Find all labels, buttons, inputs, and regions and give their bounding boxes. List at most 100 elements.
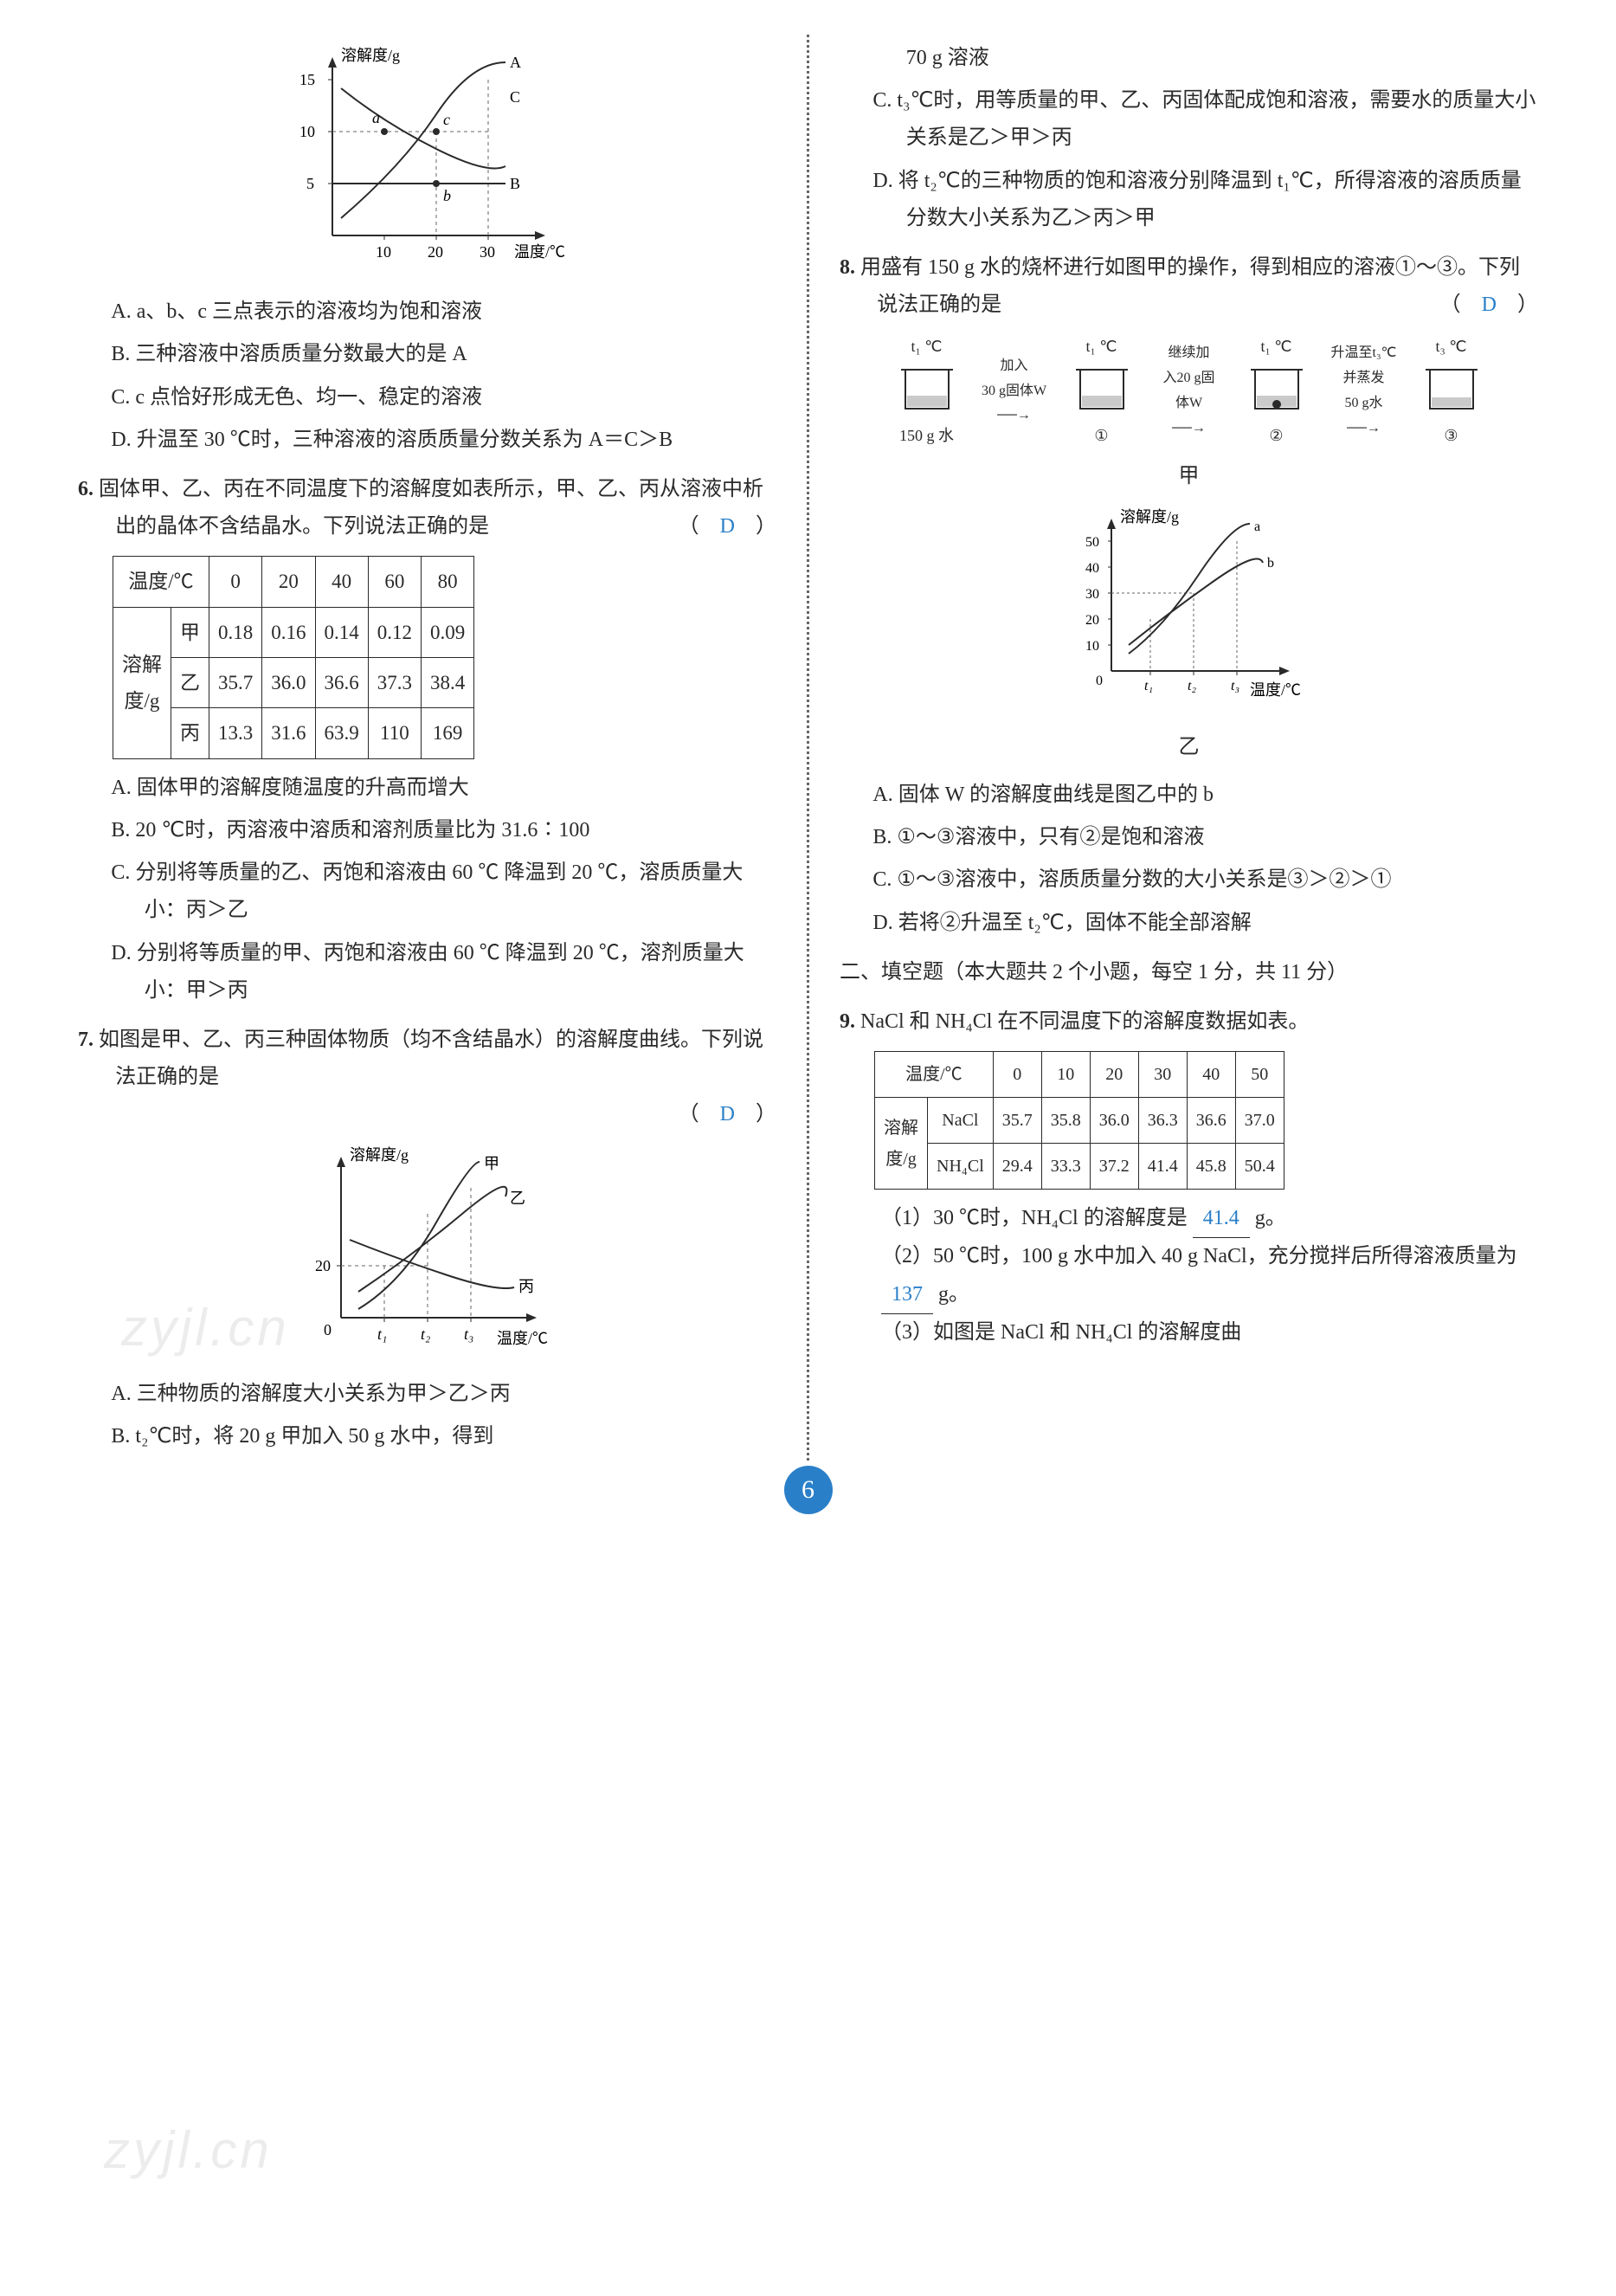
- q9-table: 温度/℃01020304050溶解度/gNaCl35.735.836.036.3…: [874, 1051, 1284, 1190]
- svg-text:20: 20: [1085, 613, 1099, 628]
- q5-option-a: A. a、b、c 三点表示的溶液均为饱和溶液: [78, 293, 776, 331]
- svg-text:t₂: t₂: [421, 1325, 430, 1343]
- q5-option-b: B. 三种溶液中溶质质量分数最大的是 A: [78, 336, 776, 373]
- beaker-label: 150 g 水: [892, 422, 962, 449]
- left-column: 溶解度/g 温度/℃ 5 10 15 10 20 30: [52, 35, 809, 1461]
- svg-text:溶解度/g: 溶解度/g: [1120, 508, 1179, 526]
- svg-text:溶解度/g: 溶解度/g: [341, 47, 400, 64]
- q9-sub2: （2）50 ℃时，100 g 水中加入 40 g NaCl，充分搅拌后所得溶液质…: [840, 1238, 1538, 1313]
- q6-option-c: C. 分别将等质量的乙、丙饱和溶液由 60 ℃ 降温到 20 ℃，溶质质量大小：…: [78, 855, 776, 929]
- svg-text:t₃: t₃: [1231, 679, 1239, 693]
- svg-text:t₂: t₂: [1188, 679, 1196, 693]
- svg-text:50: 50: [1085, 535, 1099, 550]
- svg-text:A: A: [510, 54, 521, 71]
- page-container: 溶解度/g 温度/℃ 5 10 15 10 20 30: [52, 35, 1564, 1461]
- svg-text:20: 20: [315, 1257, 331, 1274]
- q8: 8. 用盛有 150 g 水的烧杯进行如图甲的操作，得到相应的溶液①～③。下列说…: [840, 249, 1538, 324]
- svg-text:15: 15: [299, 71, 315, 88]
- svg-text:温度/℃: 温度/℃: [1250, 681, 1301, 699]
- q9-stem: NaCl 和 NH₄Cl 在不同温度下的溶解度数据如表。: [860, 1010, 1309, 1033]
- svg-text:丙: 丙: [518, 1278, 534, 1295]
- svg-text:乙: 乙: [510, 1190, 525, 1207]
- q6: 6. 固体甲、乙、丙在不同温度下的溶解度如表所示，甲、乙、丙从溶液中析出的晶体不…: [78, 471, 776, 545]
- svg-text:t₃: t₃: [464, 1325, 473, 1343]
- q7-option-b-cont: 70 g 溶液: [840, 40, 1538, 77]
- svg-text:温度/℃: 温度/℃: [497, 1330, 548, 1347]
- q7-option-c: C. t₃℃时，用等质量的甲、乙、丙固体配成饱和溶液，需要水的质量大小关系是乙＞…: [840, 82, 1538, 157]
- arrow-label: 体W: [1142, 391, 1237, 416]
- arrow-label: 升温至t₃℃: [1317, 341, 1412, 366]
- q7-option-b: B. t₂℃时，将 20 g 甲加入 50 g 水中，得到: [78, 1418, 776, 1455]
- arrow-label: 加入: [967, 354, 1062, 379]
- q8-option-c: C. ①～③溶液中，溶质质量分数的大小关系是③＞②＞①: [840, 861, 1538, 899]
- svg-text:t₁: t₁: [1144, 679, 1153, 693]
- q7-option-a: A. 三种物质的溶解度大小关系为甲＞乙＞丙: [78, 1376, 776, 1413]
- svg-text:10: 10: [1085, 639, 1099, 654]
- q5-chart: 溶解度/g 温度/℃ 5 10 15 10 20 30: [78, 45, 776, 283]
- q8-flow-diagram: t₁ ℃ 150 g 水 加入 30 g固体W ──→ t₁ ℃ ① 继续加 入…: [840, 332, 1538, 449]
- svg-text:甲: 甲: [484, 1155, 499, 1172]
- q9-sub3: （3）如图是 NaCl 和 NH₄Cl 的溶解度曲: [840, 1314, 1538, 1351]
- q9-blank-1: 41.4: [1193, 1200, 1250, 1238]
- svg-text:t₁: t₁: [377, 1325, 387, 1343]
- q7-chart: 溶解度/g 温度/℃ 20 0 t₁ t₂ t₃: [78, 1145, 776, 1365]
- q9: 9. NaCl 和 NH₄Cl 在不同温度下的溶解度数据如表。: [840, 1003, 1538, 1041]
- q7-answer: D: [720, 1103, 735, 1125]
- svg-text:30: 30: [480, 243, 495, 261]
- beaker-temp: t₁ ℃: [1242, 332, 1311, 360]
- svg-text:温度/℃: 温度/℃: [514, 243, 565, 261]
- svg-text:40: 40: [1085, 561, 1099, 576]
- svg-text:20: 20: [428, 243, 443, 261]
- right-column: 70 g 溶液 C. t₃℃时，用等质量的甲、乙、丙固体配成饱和溶液，需要水的质…: [809, 35, 1564, 1461]
- q9-sub1: （1）30 ℃时，NH₄Cl 的溶解度是 41.4 g。: [840, 1200, 1538, 1238]
- svg-text:C: C: [510, 88, 520, 106]
- svg-text:溶解度/g: 溶解度/g: [350, 1146, 409, 1164]
- beaker-label: ①: [1067, 422, 1136, 449]
- svg-text:c: c: [443, 111, 450, 128]
- q7-number: 7.: [78, 1029, 93, 1051]
- q6-number: 6.: [78, 478, 93, 500]
- arrow-label: 并蒸发: [1317, 366, 1412, 391]
- q8-option-a: A. 固体 W 的溶解度曲线是图乙中的 b: [840, 777, 1538, 814]
- q7-stem: 如图是甲、乙、丙三种固体物质（均不含结晶水）的溶解度曲线。下列说法正确的是: [99, 1029, 763, 1088]
- beaker-temp: t₃ ℃: [1417, 332, 1486, 360]
- watermark: zyjl.cn: [104, 2104, 273, 2197]
- svg-text:30: 30: [1085, 587, 1099, 602]
- beaker-label: ③: [1417, 422, 1486, 449]
- q9-number: 9.: [840, 1010, 855, 1033]
- q8-option-b: B. ①～③溶液中，只有②是饱和溶液: [840, 819, 1538, 856]
- arrow-label: 50 g水: [1317, 391, 1412, 416]
- arrow-label: 入20 g固: [1142, 366, 1237, 391]
- q5-option-d: D. 升温至 30 ℃时，三种溶液的溶质质量分数关系为 A＝C＞B: [78, 422, 776, 459]
- q6-option-a: A. 固体甲的溶解度随温度的升高而增大: [78, 770, 776, 807]
- q6-stem: 固体甲、乙、丙在不同温度下的溶解度如表所示，甲、乙、丙从溶液中析出的晶体不含结晶…: [99, 478, 763, 538]
- beaker-temp: t₁ ℃: [1067, 332, 1136, 360]
- svg-text:0: 0: [324, 1321, 332, 1338]
- q5-option-c: C. c 点恰好形成无色、均一、稳定的溶液: [78, 379, 776, 416]
- svg-text:b: b: [1267, 556, 1274, 571]
- q6-option-d: D. 分别将等质量的甲、丙饱和溶液由 60 ℃ 降温到 20 ℃，溶剂质量大小：…: [78, 935, 776, 1009]
- svg-text:a: a: [372, 109, 380, 126]
- svg-text:5: 5: [306, 175, 314, 192]
- q8-chart: 溶解度/g 温度/℃ 10 20 30 40 50 0 t₁ t₂ t₃: [840, 506, 1538, 719]
- svg-text:B: B: [510, 175, 520, 192]
- q7: 7. 如图是甲、乙、丙三种固体物质（均不含结晶水）的溶解度曲线。下列说法正确的是…: [78, 1022, 776, 1134]
- svg-text:a: a: [1254, 519, 1260, 534]
- q8-stem: 用盛有 150 g 水的烧杯进行如图甲的操作，得到相应的溶液①～③。下列说法正确…: [860, 256, 1520, 316]
- svg-text:10: 10: [376, 243, 391, 261]
- section2-title: 二、填空题（本大题共 2 个小题，每空 1 分，共 11 分）: [840, 954, 1538, 991]
- q7-option-d: D. 将 t₂℃的三种物质的饱和溶液分别降温到 t₁℃，所得溶液的溶质质量分数大…: [840, 163, 1538, 237]
- q8-flow-caption: 甲: [840, 458, 1538, 495]
- svg-text:0: 0: [1096, 674, 1103, 688]
- q8-answer: D: [1482, 293, 1497, 316]
- arrow-label: 30 g固体W: [967, 379, 1062, 404]
- q8-chart-caption: 乙: [840, 729, 1538, 766]
- page-number: 6: [784, 1466, 833, 1514]
- beaker-temp: t₁ ℃: [892, 332, 962, 360]
- beaker-label: ②: [1242, 422, 1311, 449]
- q9-blank-2: 137: [881, 1276, 933, 1314]
- q6-answer: D: [720, 515, 735, 538]
- q8-number: 8.: [840, 256, 855, 279]
- svg-text:b: b: [443, 187, 451, 204]
- q6-table: 温度/℃020406080溶解度/g甲0.180.160.140.120.09乙…: [113, 556, 474, 759]
